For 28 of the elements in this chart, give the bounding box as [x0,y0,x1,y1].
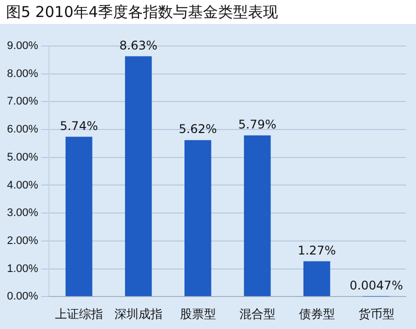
data-label: 8.63% [119,38,158,52]
y-tick-label: 5.00% [6,151,38,164]
x-tick-label: 债券型 [298,307,335,322]
y-tick-label: 9.00% [6,40,38,52]
y-tick-label: 7.00% [6,96,38,108]
y-tick-label: 3.00% [6,207,38,220]
chart-title: 图5 2010年4季度各指数与基金类型表现 [5,2,280,23]
x-tick-label: 股票型 [180,307,216,322]
bar [303,261,330,296]
y-tick-label: 1.00% [6,262,38,275]
bar [125,56,152,296]
data-label: 5.62% [178,122,217,136]
data-label: 5.74% [60,118,98,133]
data-label: 5.79% [238,118,276,132]
bar [184,140,212,296]
x-tick-label: 深圳成指 [114,307,162,322]
data-label: 1.27% [298,243,336,258]
data-label: 0.0047% [350,278,403,293]
y-tick-label: 4.00% [6,179,38,192]
y-tick-label: 6.00% [6,124,38,136]
x-tick-label: 混合型 [239,307,276,322]
bar [66,136,92,296]
x-tick-label: 货币型 [358,307,394,322]
y-tick-label: 8.00% [6,68,38,80]
x-tick-label: 上证综指 [54,307,103,322]
y-tick-label: 2.00% [6,234,38,247]
bar [244,135,271,296]
y-tick-label: 0.00% [6,290,38,303]
